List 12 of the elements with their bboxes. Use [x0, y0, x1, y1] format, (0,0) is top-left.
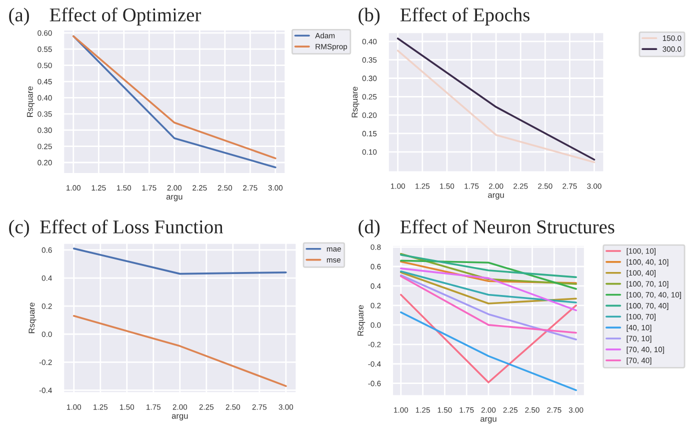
y-axis-title: Rsquare: [358, 305, 366, 336]
chart-title: (c) Effect of Loss Function: [9, 220, 224, 238]
chart-title: (a) Effect of Optimizer: [9, 8, 202, 26]
x-axis-title: argu: [172, 414, 188, 420]
x-axis-title: argu: [166, 195, 182, 202]
chart-title: (d) Effect of Neuron Structures: [358, 220, 614, 238]
chart-title: (b) Effect of Epochs: [358, 8, 530, 26]
y-axis-title: Rsquare: [27, 86, 35, 117]
y-axis-title: Rsquare: [352, 86, 360, 118]
x-axis-title: argu: [488, 193, 504, 200]
x-axis-title: argu: [480, 417, 496, 424]
y-axis-title: Rsquare: [28, 302, 36, 334]
